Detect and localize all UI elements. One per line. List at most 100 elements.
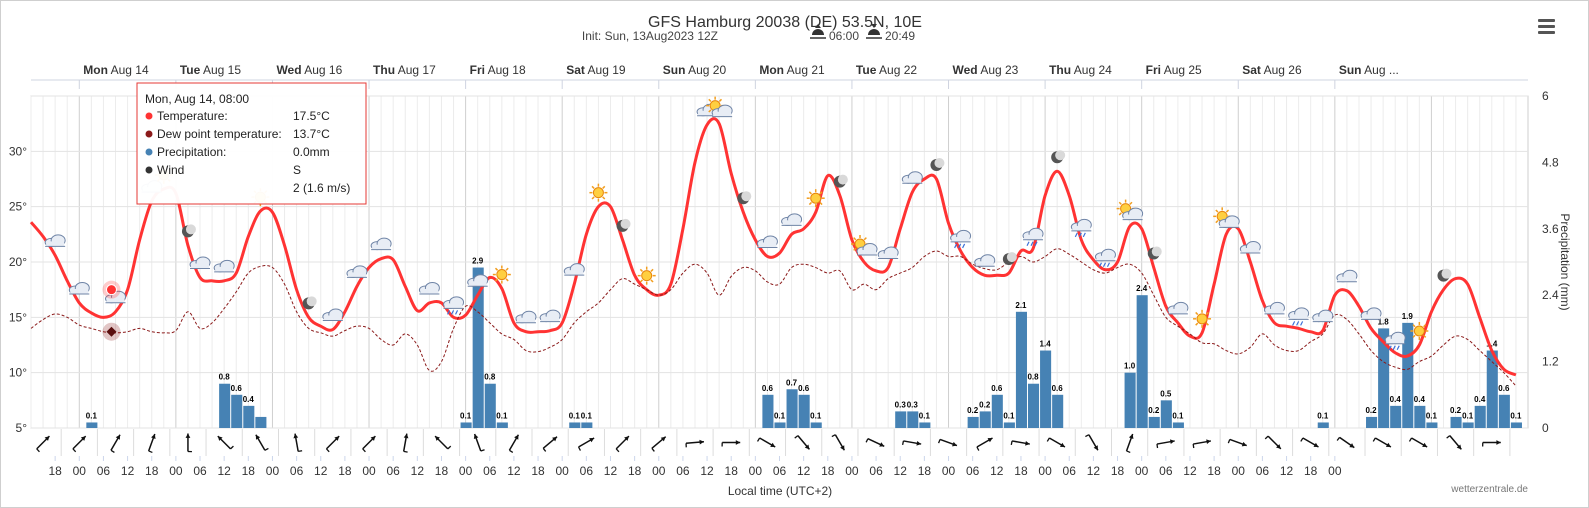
precipitation-bar [1136,295,1148,428]
precipitation-label: 0.4 [1414,395,1426,404]
precipitation-label: 0.3 [907,400,919,409]
hour-label: 06 [290,464,304,478]
cloud-icon [322,308,344,322]
precipitation-label: 1.9 [1402,312,1414,321]
precipitation-bar [484,383,496,428]
hour-label: 00 [459,464,473,478]
hour-label: 00 [556,464,570,478]
sun-icon [589,183,608,202]
wind-arrow-icon [756,437,776,448]
tooltip-value: 17.5°C [293,109,330,123]
day-label: Thu Aug 24 [1049,63,1112,77]
hover-markers [102,280,121,341]
day-label: Fri Aug 25 [1146,63,1202,77]
hamburger-menu-icon[interactable] [1538,19,1555,34]
precipitation-bar [472,267,484,428]
sunrise-time: 06:00 [829,29,859,43]
precipitation-label: 1.4 [1486,340,1498,349]
hour-label: 06 [1063,464,1077,478]
credit-text[interactable]: wetterzentrale.de [1450,484,1528,495]
precipitation-bar [243,405,255,428]
precipitation-label: 0.1 [581,411,593,420]
hour-label: 00 [1232,464,1246,478]
wind-arrow-icon [1264,435,1282,450]
day-label: Tue Aug 22 [856,63,917,77]
legend-dot [145,112,153,120]
tooltip-label: Wind [157,163,184,177]
rain-cloud-icon [443,296,465,315]
precipitation-bar [1450,416,1462,428]
legend-dot [145,148,153,156]
wind-arrow-icon [685,439,705,448]
precipitation-label: 0.1 [1510,411,1522,420]
wind-arrow-icon [865,438,885,447]
precipitation-bar [1498,394,1510,428]
precipitation-label: 0.8 [484,373,496,382]
precipitation-tick: 6 [1542,89,1549,103]
precipitation-bar [1040,350,1052,428]
wind-arrow-icon [1482,440,1501,447]
wind-arrow-icon [1010,440,1030,446]
hour-label: 00 [1328,464,1342,478]
cloud-icon [44,234,66,247]
precipitation-label: 0.2 [967,406,979,415]
moon-icon [1051,150,1066,164]
sun-cloud-icon [706,96,733,118]
precipitation-bar [774,422,786,428]
precipitation-bar [1378,328,1390,428]
hour-label: 06 [1256,464,1270,478]
cloud-icon [189,256,211,269]
tooltip: Mon, Aug 14, 08:00 Temperature: 17.5°C Dew… [136,82,367,205]
hour-label: 06 [386,464,400,478]
temperature-tick: 25° [9,200,27,214]
rain-cloud-icon [1094,248,1116,268]
precipitation-label: 0.3 [895,400,907,409]
hour-label: 06 [580,464,594,478]
hour-label: 18 [338,464,352,478]
sun-cloud-icon [851,235,878,256]
precipitation-axis: 0 1.2 2.4 3.6 4.8 6 [1542,89,1559,435]
cloud-icon [781,213,803,226]
hour-label: 12 [1280,464,1294,478]
hour-label: 18 [1207,464,1221,478]
wind-arrow-icon [508,434,520,453]
moon-icon [616,218,631,232]
legend-dot [145,130,153,138]
precipitation-label: 0.1 [810,411,822,420]
wind-arrow-icon [255,434,269,451]
sun-icon [492,265,511,284]
wind-arrow-icon [542,436,558,452]
hour-label: 12 [700,464,714,478]
hour-label: 00 [845,464,859,478]
cloud-icon [105,290,127,304]
temperature-tick: 30° [9,144,27,158]
precipitation-tick: 2.4 [1542,288,1559,302]
precipitation-label: 0.1 [1426,411,1438,420]
precipitation-bar [907,411,919,428]
tooltip-wind-speed: 2 (1.6 m/s) [293,181,350,195]
temperature-axis: 5° 10° 15° 20° 25° 30° [9,144,27,435]
moon-icon [1437,268,1452,282]
wind-arrow-icon [1125,433,1134,454]
precipitation-label: 0.8 [1027,373,1039,382]
precipitation-label: 1.0 [1124,362,1136,371]
precipitation-bar [581,422,593,428]
precipitation-label: 0.2 [1450,406,1462,415]
precipitation-bar [1160,400,1172,428]
hour-label: 18 [1111,464,1125,478]
precipitation-bar [1474,405,1486,428]
precipitation-label: 0.2 [979,400,991,409]
precipitation-label: 0.6 [1498,384,1510,393]
precipitation-label: 0.5 [1160,389,1172,398]
wind-arrow-icon [1085,434,1099,451]
hour-label: 18 [918,464,932,478]
hour-label: 18 [628,464,642,478]
moon-icon [302,296,317,310]
hour-label: 12 [1183,464,1197,478]
precipitation-bar [1510,422,1522,428]
wind-arrow-icon [1446,435,1462,450]
precipitation-bar [1124,372,1136,428]
wind-arrow-icon [721,440,741,447]
temperature-tick: 20° [9,255,27,269]
